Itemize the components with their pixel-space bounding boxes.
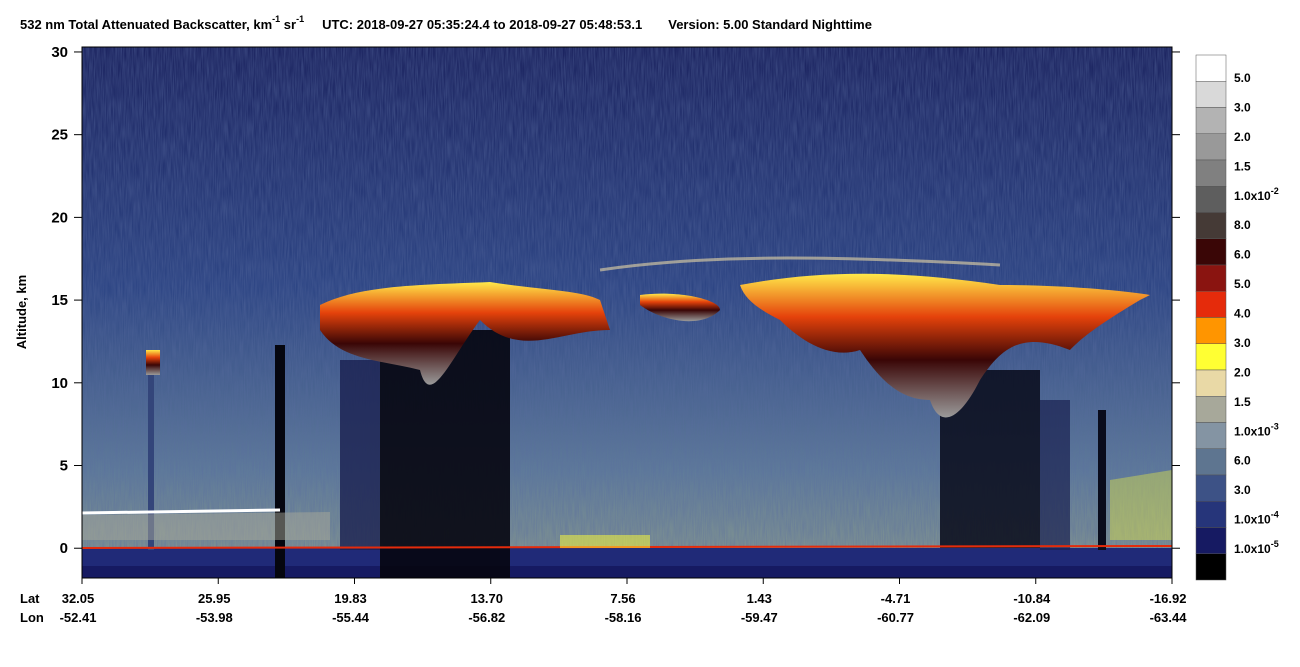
colorbar-label: 6.0 (1234, 248, 1251, 262)
colorbar-label-text: 1.5 (1234, 159, 1251, 173)
colorbar-label-exp: -5 (1271, 539, 1279, 549)
colorbar-label-text: 3.0 (1234, 483, 1251, 497)
title-part: -1 (296, 14, 304, 24)
title-part: UTC: 2018-09-27 05:35:24.4 to 2018-09-27… (322, 17, 642, 32)
colorbar-label-text: 3.0 (1234, 336, 1251, 350)
lat-tick-label: 32.05 (62, 591, 95, 606)
colorbar-label: 1.0x10-2 (1234, 186, 1279, 203)
colorbar-label: 3.0 (1234, 483, 1251, 497)
colorbar-box (1195, 159, 1227, 187)
lat-label: Lat (20, 591, 40, 606)
title-part: sr (280, 17, 296, 32)
colorbar-label-text: 1.0x10 (1234, 513, 1271, 527)
colorbar-label-exp: -2 (1271, 186, 1279, 196)
colorbar-label: 2.0 (1234, 365, 1251, 379)
colorbar-box (1195, 186, 1227, 213)
colorbar-box (1195, 264, 1227, 292)
colorbar-label: 6.0 (1234, 454, 1251, 468)
lon-tick-label: -52.41 (60, 610, 97, 625)
colorbar-label: 3.0 (1234, 100, 1251, 114)
colorbar-label: 1.0x10-4 (1234, 510, 1279, 527)
colorbar-label-text: 2.0 (1234, 365, 1251, 379)
colorbar-box (1195, 527, 1227, 554)
colorbar-label: 8.0 (1234, 218, 1251, 232)
y-tick-label: 15 (51, 292, 68, 309)
lat-tick-label: 7.56 (610, 591, 635, 606)
lat-tick-label: 25.95 (198, 591, 231, 606)
lon-tick-label: -55.44 (332, 610, 370, 625)
colorbar-label: 5.0 (1234, 277, 1251, 291)
colorbar-label: 1.0x10-3 (1234, 421, 1279, 438)
colorbar-box (1195, 317, 1227, 344)
title-part: Version: 5.00 Standard Nighttime (668, 17, 872, 32)
lat-tick-label: 13.70 (470, 591, 503, 606)
colorbar-label: 3.0 (1234, 336, 1251, 350)
y-tick-label: 20 (51, 209, 68, 226)
y-tick-label: 25 (51, 127, 68, 144)
colorbar-label: 1.0x10-5 (1234, 539, 1279, 556)
colorbar-label-text: 8.0 (1234, 218, 1251, 232)
lon-tick-label: -58.16 (605, 610, 642, 625)
colorbar-box (1195, 291, 1227, 318)
lon-tick-label: -53.98 (196, 610, 233, 625)
colorbar-label-text: 3.0 (1234, 100, 1251, 114)
colorbar-label: 2.0 (1234, 130, 1251, 144)
colorbar-label-text: 1.0x10 (1234, 424, 1271, 438)
colorbar-box (1195, 107, 1227, 134)
colorbar-label: 1.5 (1234, 395, 1251, 409)
lon-tick-label: -59.47 (741, 610, 778, 625)
colorbar-box (1195, 133, 1227, 161)
title-part: 532 nm Total Attenuated Backscatter, km (20, 17, 272, 32)
y-tick-label: 30 (51, 44, 68, 61)
colorbar-label-text: 5.0 (1234, 277, 1251, 291)
colorbar-box (1195, 553, 1227, 581)
lat-tick-label: 1.43 (747, 591, 772, 606)
colorbar-label-exp: -3 (1271, 421, 1279, 431)
lat-tick-label: -10.84 (1013, 591, 1051, 606)
colorbar-label-text: 1.0x10 (1234, 189, 1271, 203)
y-axis-label: Altitude, km (14, 275, 29, 349)
colorbar-label-text: 2.0 (1234, 130, 1251, 144)
colorbar-box (1195, 422, 1227, 449)
lon-tick-label: -63.44 (1150, 610, 1188, 625)
y-tick-label: 10 (51, 375, 68, 392)
title: 532 nm Total Attenuated Backscatter, km-… (20, 14, 872, 32)
colorbar-label-text: 4.0 (1234, 307, 1251, 321)
y-tick-label: 5 (60, 458, 68, 475)
colorbar-label-exp: -4 (1271, 510, 1279, 520)
lat-tick-label: 19.83 (334, 591, 367, 606)
colorbar-label: 5.0 (1234, 71, 1251, 85)
lat-tick-label: -4.71 (881, 591, 911, 606)
colorbar-box (1195, 396, 1227, 423)
lon-tick-label: -62.09 (1013, 610, 1050, 625)
colorbar-box (1195, 474, 1227, 502)
colorbar-box (1195, 501, 1227, 528)
y-tick-label: 0 (60, 540, 68, 557)
colorbar-box (1195, 81, 1227, 108)
colorbar-box (1195, 238, 1227, 266)
colorbar-label-text: 5.0 (1234, 71, 1251, 85)
lon-tick-label: -60.77 (877, 610, 914, 625)
colorbar-label: 4.0 (1234, 307, 1251, 321)
colorbar-label-text: 1.0x10 (1234, 542, 1271, 556)
colorbar-label-text: 6.0 (1234, 454, 1251, 468)
colorbar-box (1195, 369, 1227, 397)
colorbar-box (1195, 54, 1227, 82)
colorbar-box (1195, 343, 1227, 371)
lon-tick-label: -56.82 (468, 610, 505, 625)
colorbar-box (1195, 448, 1227, 476)
colorbar-label-text: 1.5 (1234, 395, 1251, 409)
lon-label: Lon (20, 610, 44, 625)
title-part: -1 (272, 14, 280, 24)
lat-tick-label: -16.92 (1150, 591, 1187, 606)
backscatter-image (81, 47, 1173, 578)
colorbar-label: 1.5 (1234, 159, 1251, 173)
colorbar-box (1195, 212, 1227, 239)
colorbar-label-text: 6.0 (1234, 248, 1251, 262)
